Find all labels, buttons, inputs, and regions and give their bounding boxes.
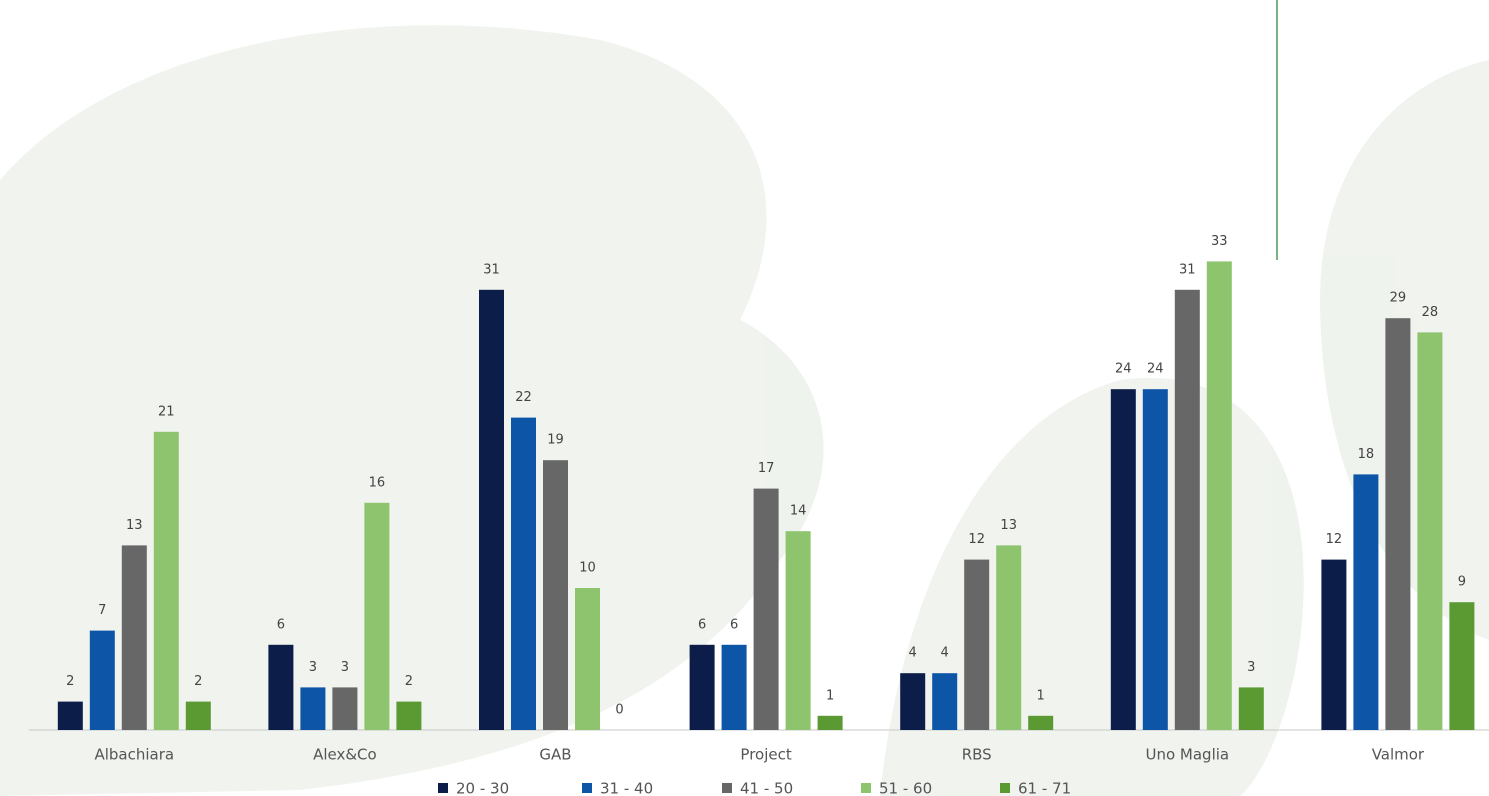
value-label: 9 xyxy=(1458,575,1466,590)
bar xyxy=(153,431,179,730)
x-tick-label: Alex&Co xyxy=(313,746,377,764)
value-label: 22 xyxy=(515,390,532,405)
value-label: 6 xyxy=(277,617,285,632)
legend-label: 61 - 71 xyxy=(1018,780,1071,796)
value-label: 16 xyxy=(369,475,386,490)
bar xyxy=(121,545,147,730)
value-label: 24 xyxy=(1147,362,1164,377)
x-tick-label: GAB xyxy=(539,746,571,764)
bar xyxy=(1206,261,1232,730)
bar xyxy=(300,687,326,730)
legend-swatch xyxy=(861,783,871,793)
x-tick-label: RBS xyxy=(962,746,992,764)
value-label: 10 xyxy=(579,561,596,576)
value-label: 2 xyxy=(405,674,413,689)
bar xyxy=(1449,602,1475,730)
value-label: 3 xyxy=(309,660,317,675)
value-label: 17 xyxy=(758,461,775,476)
bar xyxy=(1174,289,1200,730)
bar xyxy=(689,644,715,730)
value-label: 28 xyxy=(1422,305,1439,320)
x-tick-label: Project xyxy=(740,746,791,764)
bar xyxy=(511,417,536,730)
value-label: 19 xyxy=(547,433,564,448)
bar xyxy=(543,460,568,730)
value-label: 12 xyxy=(968,532,985,547)
legend-swatch xyxy=(582,783,592,793)
value-label: 31 xyxy=(1179,262,1196,277)
value-label: 7 xyxy=(98,603,106,618)
bar xyxy=(1321,559,1347,730)
bar xyxy=(364,502,390,730)
bar xyxy=(900,673,926,730)
legend-swatch xyxy=(1000,783,1010,793)
legend-swatch xyxy=(722,783,732,793)
bar xyxy=(932,673,958,730)
value-label: 14 xyxy=(790,504,807,519)
value-label: 3 xyxy=(1247,660,1255,675)
value-label: 13 xyxy=(126,518,143,533)
bar xyxy=(332,687,358,730)
bar xyxy=(1238,687,1264,730)
bar xyxy=(785,531,811,730)
legend-label: 51 - 60 xyxy=(879,780,932,796)
value-label: 21 xyxy=(158,404,175,419)
legend-label: 20 - 30 xyxy=(456,780,509,796)
bar xyxy=(1385,318,1411,730)
x-tick-label: Uno Maglia xyxy=(1145,746,1229,764)
value-label: 2 xyxy=(194,674,202,689)
x-tick-label: Valmor xyxy=(1372,746,1425,764)
bar xyxy=(1353,474,1379,730)
bar xyxy=(996,545,1022,730)
bar xyxy=(89,630,115,730)
bar xyxy=(1110,389,1136,730)
value-label: 1 xyxy=(1037,688,1045,703)
value-label: 13 xyxy=(1000,518,1017,533)
bar xyxy=(268,644,294,730)
value-label: 29 xyxy=(1390,291,1407,306)
value-label: 31 xyxy=(483,262,500,277)
bar xyxy=(479,289,504,730)
bar xyxy=(1028,715,1054,730)
value-label: 0 xyxy=(615,703,623,718)
leaf xyxy=(880,377,1304,796)
value-label: 4 xyxy=(909,646,917,661)
bar xyxy=(964,559,990,730)
bar xyxy=(575,588,600,730)
value-label: 24 xyxy=(1115,362,1132,377)
x-tick-label: Albachiara xyxy=(94,746,174,764)
bar xyxy=(721,644,747,730)
bar xyxy=(817,715,843,730)
bar xyxy=(1417,332,1443,730)
value-label: 6 xyxy=(730,617,738,632)
value-label: 1 xyxy=(826,688,834,703)
value-label: 33 xyxy=(1211,234,1228,249)
bar xyxy=(1142,389,1168,730)
legend-label: 41 - 50 xyxy=(740,780,793,796)
value-label: 18 xyxy=(1358,447,1375,462)
value-label: 12 xyxy=(1326,532,1343,547)
bar xyxy=(57,701,83,730)
legend-label: 31 - 40 xyxy=(600,780,653,796)
value-label: 3 xyxy=(341,660,349,675)
bar xyxy=(753,488,779,730)
leaf xyxy=(0,25,824,796)
value-label: 4 xyxy=(941,646,949,661)
bar xyxy=(185,701,211,730)
legend-swatch xyxy=(438,783,448,793)
bar xyxy=(396,701,422,730)
value-label: 6 xyxy=(698,617,706,632)
value-label: 2 xyxy=(66,674,74,689)
